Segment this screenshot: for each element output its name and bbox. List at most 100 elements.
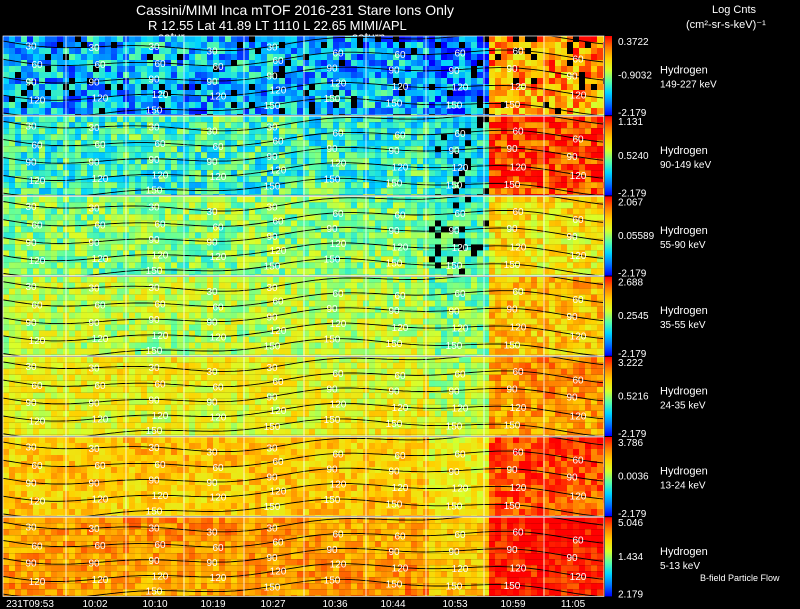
contour-label: 90	[206, 237, 218, 248]
contour-label: 120	[510, 403, 527, 414]
header-line-1: Cassini/MIMI Inca mTOF 2016-231 Stare Io…	[136, 2, 454, 18]
contour-label: 120	[510, 82, 527, 93]
contour-label: 60	[512, 367, 524, 378]
contour-label: 120	[570, 492, 587, 503]
contour-label: 120	[570, 331, 587, 342]
contour-label: 150	[146, 587, 163, 598]
header-line-2: R 12.55 Lat 41.89 LT 1110 L 22.65 MIMI/A…	[148, 18, 407, 33]
contour-label: 90	[88, 478, 100, 489]
contour-label: 60	[272, 56, 284, 67]
contour-label: 90	[448, 226, 460, 237]
contour-label: 120	[29, 176, 46, 187]
contour-label: 90	[506, 545, 518, 556]
contour-label: 90	[448, 387, 460, 398]
contour-label: 60	[572, 455, 584, 466]
contour-label: 120	[29, 416, 46, 427]
contour-label: 120	[392, 162, 409, 173]
contour-label: 90	[25, 318, 37, 329]
contour-label: 30	[148, 283, 160, 294]
contour-label: 60	[212, 303, 224, 314]
contour-label: 150	[264, 582, 281, 593]
contour-label: 90	[506, 385, 518, 396]
contour-label: 120	[270, 406, 287, 417]
panel-species-label: Hydrogen	[660, 546, 708, 558]
contour-line	[3, 338, 604, 356]
contour-label: 30	[88, 524, 100, 535]
contour-label: 90	[25, 238, 37, 249]
contour-label: 90	[566, 232, 578, 243]
contour-label: 90	[326, 224, 338, 235]
contour-line	[3, 437, 604, 453]
contour-label: 60	[154, 59, 166, 70]
contour-label: 90	[448, 66, 460, 77]
contour-label: 120	[270, 246, 287, 257]
colorbar-mid-label: 0.0036	[618, 472, 649, 483]
contour-label: 60	[154, 219, 166, 230]
contour-label: 120	[452, 484, 469, 495]
contour-label: 150	[264, 342, 281, 353]
contour-label: 90	[506, 465, 518, 476]
contour-label: 120	[510, 162, 527, 173]
panel-species-label: Hydrogen	[660, 225, 708, 237]
contour-label: 60	[154, 299, 166, 310]
colorbar-min-label: -2.179	[618, 108, 647, 119]
contour-label: 60	[454, 369, 466, 380]
contour-label: 30	[148, 203, 160, 214]
contour-label: 60	[272, 377, 284, 388]
contour-label: 120	[152, 170, 169, 181]
contour-label: 30	[206, 528, 218, 539]
contour-label: 30	[206, 367, 218, 378]
contour-label: 60	[94, 301, 106, 312]
contour-label: 60	[394, 50, 406, 61]
contour-line	[3, 242, 604, 262]
colorbar-max-label: 2.067	[618, 197, 643, 208]
contour-label: 90	[25, 77, 37, 88]
contour-line	[3, 356, 604, 372]
contour-label: 60	[572, 135, 584, 146]
contour-label: 60	[394, 531, 406, 542]
contour-label: 150	[146, 105, 163, 116]
colorbar-max-label: 3.222	[618, 358, 643, 369]
contour-label: 60	[154, 139, 166, 150]
panel-species-label: Hydrogen	[660, 385, 708, 397]
contour-line	[3, 82, 604, 101]
contour-label: 90	[266, 152, 278, 163]
contour-label: 90	[206, 318, 218, 329]
contour-label: 150	[324, 174, 341, 185]
contour-label: 120	[392, 403, 409, 414]
contour-label: 120	[330, 79, 347, 90]
contour-label: 60	[272, 537, 284, 548]
colorbar-max-label: 1.131	[618, 117, 643, 128]
contour-label: 30	[25, 282, 37, 293]
panel-frame	[2, 35, 605, 116]
colorbar	[605, 116, 612, 196]
contour-label: 150	[504, 501, 521, 512]
contour-label: 90	[506, 144, 518, 155]
contour-label: 150	[264, 101, 281, 112]
contour-label: 60	[154, 380, 166, 391]
contour-label: 30	[266, 283, 278, 294]
contour-label: 60	[454, 450, 466, 461]
footer-note: B-field Particle Flow	[700, 573, 780, 583]
colorbar-min-label: -2.179	[618, 349, 647, 360]
contour-label: 120	[452, 163, 469, 174]
contour-label: 150	[504, 581, 521, 592]
contour-label: 30	[88, 123, 100, 134]
contour-label: 150	[264, 502, 281, 513]
contour-label: 90	[148, 476, 160, 487]
heatmap-panel: 30 30 30 30 30 60 60 60 60 60 60 60 60 60 60 90 90 90 90 90…	[3, 517, 604, 598]
contour-label: 60	[454, 209, 466, 220]
contour-label: 60	[212, 142, 224, 153]
contour-label: 150	[386, 178, 403, 189]
contour-label: 120	[270, 567, 287, 578]
contour-label: 60	[394, 130, 406, 141]
contour-label: 30	[206, 447, 218, 458]
contour-label: 30	[206, 207, 218, 218]
contour-label: 60	[212, 62, 224, 73]
contour-label: 120	[452, 564, 469, 575]
x-tick-label: 10:10	[142, 599, 167, 609]
contour-label: 150	[386, 339, 403, 350]
heatmap-panel: 30 30 30 30 30 60 60 60 60 60 60 60 60 60 60 90 90 90 90 90…	[3, 116, 604, 196]
colorbar-mid-label: 0.05589	[618, 231, 655, 242]
contour-label: 120	[92, 495, 109, 506]
